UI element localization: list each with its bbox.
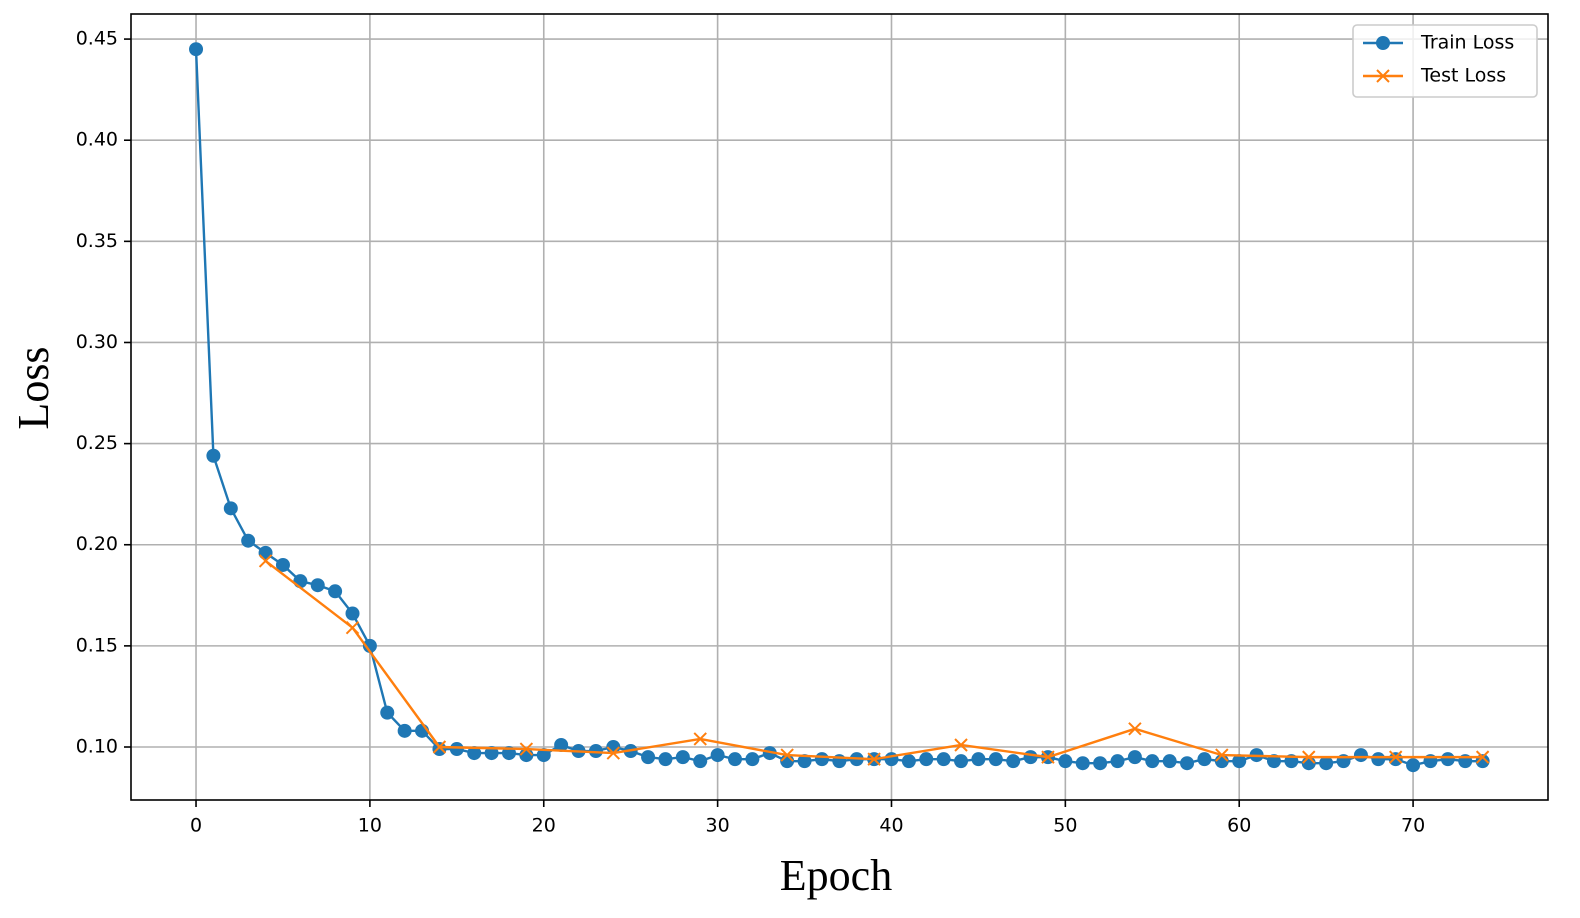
x-tick-label: 30 [706, 815, 730, 837]
marker-dot [397, 723, 412, 738]
marker-dot [1353, 748, 1368, 763]
x-tick-label: 20 [532, 815, 556, 837]
y-tick-label: 0.20 [76, 533, 118, 555]
marker-dot [1023, 750, 1038, 765]
marker-dot [1266, 754, 1281, 769]
marker-dot [328, 584, 343, 599]
marker-dot [310, 578, 325, 593]
legend: Train Loss Test Loss [1352, 24, 1538, 98]
marker-dot [554, 737, 569, 752]
x-tick-label: 40 [879, 815, 903, 837]
marker-dot [658, 752, 673, 767]
marker-x [1128, 722, 1142, 736]
marker-dot [206, 448, 221, 463]
marker-dot [1197, 752, 1212, 767]
marker-dot [693, 754, 708, 769]
marker-dot [1440, 752, 1455, 767]
marker-dot [988, 752, 1003, 767]
marker-dot [728, 752, 743, 767]
marker-x [432, 740, 447, 754]
marker-dot [1145, 754, 1160, 769]
y-tick-label: 0.45 [76, 28, 118, 50]
x-tick-label: 10 [358, 815, 382, 837]
marker-x [693, 732, 707, 746]
marker-dot [1319, 756, 1334, 771]
marker-dot [241, 533, 256, 548]
marker-x [519, 742, 534, 756]
marker-dot [884, 752, 899, 767]
marker-dot [710, 748, 725, 763]
y-axis-label: Loss [9, 346, 58, 429]
y-tick-label: 0.10 [76, 736, 118, 758]
marker-x [1475, 750, 1490, 764]
marker-x [1215, 748, 1229, 762]
x-tick-label: 60 [1227, 815, 1251, 837]
marker-dot [258, 545, 273, 560]
marker-dot [1110, 754, 1125, 769]
legend-marker [1376, 36, 1390, 50]
marker-dot [814, 752, 829, 767]
marker-dot [919, 752, 934, 767]
marker-dot [1162, 754, 1177, 769]
marker-dot [275, 557, 290, 572]
x-tick-label: 70 [1401, 815, 1425, 837]
marker-dot [797, 754, 812, 769]
y-tick-label: 0.15 [76, 634, 118, 656]
marker-x [1302, 750, 1316, 764]
marker-dot [936, 752, 951, 767]
x-tick-label: 0 [190, 815, 202, 837]
marker-x [780, 748, 794, 762]
series-line [194, 49, 1483, 767]
y-tick-label: 0.25 [76, 432, 118, 454]
legend-label: Train Loss [1420, 32, 1514, 54]
marker-dot [293, 574, 308, 589]
marker-dot [1058, 754, 1073, 769]
y-tick-label: 0.40 [76, 129, 118, 151]
marker-dot [1371, 752, 1386, 767]
marker-dot [362, 638, 377, 653]
marker-dot [1232, 754, 1247, 769]
plot-frame [130, 13, 1549, 801]
y-tick-label: 0.35 [76, 230, 118, 252]
marker-dot [484, 746, 499, 761]
marker-dot [1388, 752, 1403, 767]
legend-marker [1376, 69, 1390, 83]
marker-dot [1006, 754, 1021, 769]
marker-dot [675, 750, 690, 765]
marker-dot [223, 501, 238, 516]
marker-x [954, 738, 968, 752]
marker-x [1388, 750, 1403, 764]
marker-dot [901, 754, 916, 769]
marker-dot [432, 742, 447, 757]
marker-x [867, 752, 881, 766]
marker-x [606, 746, 621, 760]
marker-x [258, 554, 273, 568]
x-tick-label: 50 [1053, 815, 1077, 837]
marker-dot [345, 606, 360, 621]
marker-dot [1406, 758, 1421, 773]
marker-dot [1075, 756, 1090, 771]
marker-x [345, 620, 360, 635]
marker-dot [1093, 756, 1108, 771]
marker-dot [467, 746, 482, 761]
x-axis-label: Epoch [780, 851, 892, 900]
marker-dot [954, 754, 969, 769]
marker-dot [588, 744, 603, 759]
marker-dot [1127, 750, 1142, 765]
marker-x [1041, 750, 1055, 764]
marker-dot [641, 750, 656, 765]
marker-dot [380, 705, 395, 720]
marker-dot [971, 752, 986, 767]
marker-dot [745, 752, 760, 767]
marker-dot [1180, 756, 1195, 771]
y-tick-label: 0.30 [76, 331, 118, 353]
series-line [264, 559, 1483, 761]
legend-label: Test Loss [1420, 65, 1506, 87]
marker-dot [449, 742, 464, 757]
marker-dot [536, 748, 551, 763]
marker-dot [189, 42, 204, 57]
